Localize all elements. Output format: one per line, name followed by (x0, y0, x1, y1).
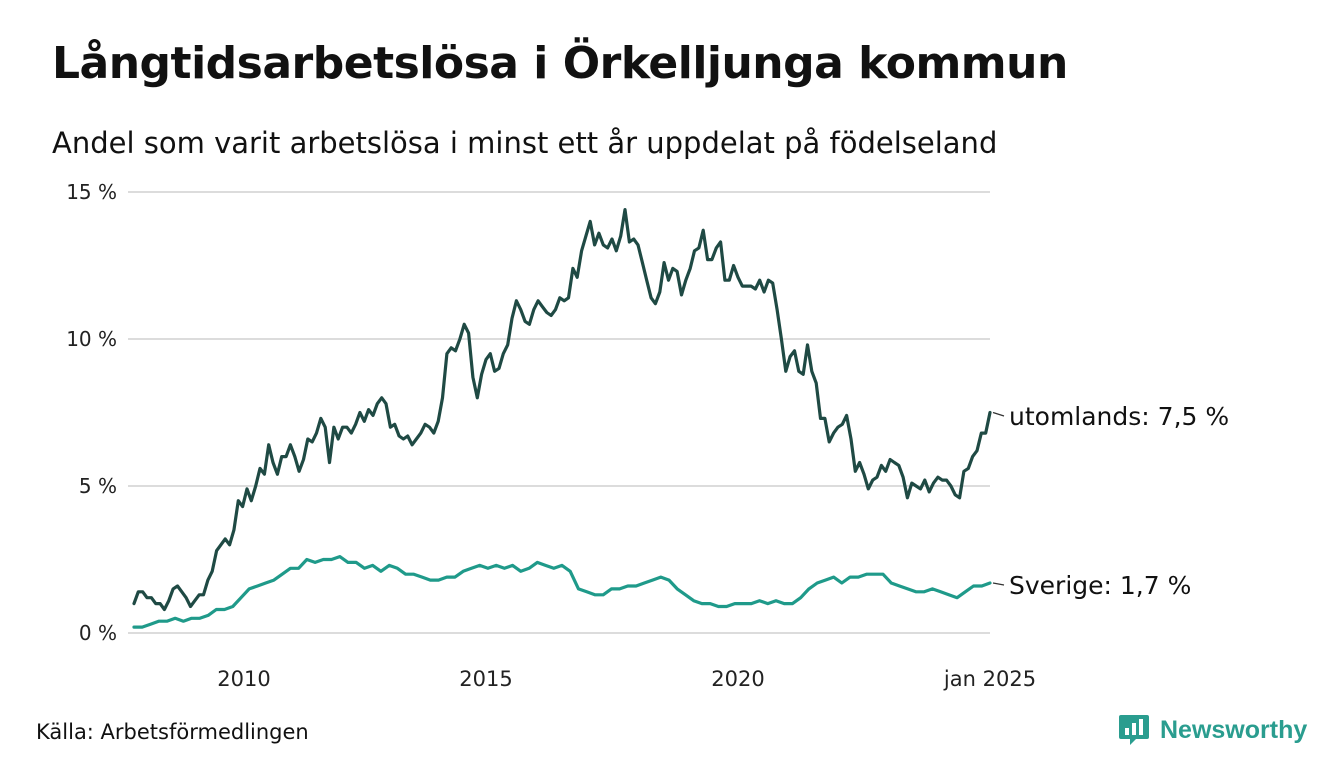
source-note: Källa: Arbetsförmedlingen (36, 720, 309, 744)
newsworthy-logo-icon (1119, 715, 1149, 745)
series-line-sverige (132, 555, 992, 629)
x-tick-label: 2020 (711, 667, 764, 691)
end-label-sverige: Sverige: 1,7 % (1009, 571, 1191, 600)
end-label-connector (992, 411, 1005, 417)
brand-name: Newsworthy (1160, 715, 1308, 744)
x-tick-label: jan 2025 (943, 667, 1036, 691)
end-label-connector (992, 582, 1005, 586)
brand-logo: Newsworthy (1118, 712, 1307, 748)
series-end-labels: utomlands: 7,5 % Sverige: 1,7 % (992, 402, 1229, 600)
gridlines (128, 191, 990, 634)
series-lines (132, 208, 992, 629)
y-tick-label: 5 % (79, 474, 117, 498)
x-tick-label: 2010 (217, 667, 270, 691)
y-tick-label: 0 % (79, 621, 117, 645)
y-axis-ticks: 0 % 5 % 10 % 15 % (66, 180, 117, 645)
series-line-utomlands (132, 208, 992, 612)
x-axis-ticks: 2010 2015 2020 jan 2025 (217, 667, 1036, 691)
end-label-utomlands: utomlands: 7,5 % (1009, 402, 1229, 431)
chart-subtitle: Andel som varit arbetslösa i minst ett å… (52, 126, 998, 160)
x-tick-label: 2015 (459, 667, 512, 691)
y-tick-label: 10 % (66, 327, 117, 351)
chart-title: Långtidsarbetslösa i Örkelljunga kommun (52, 38, 1068, 89)
y-tick-label: 15 % (66, 180, 117, 204)
